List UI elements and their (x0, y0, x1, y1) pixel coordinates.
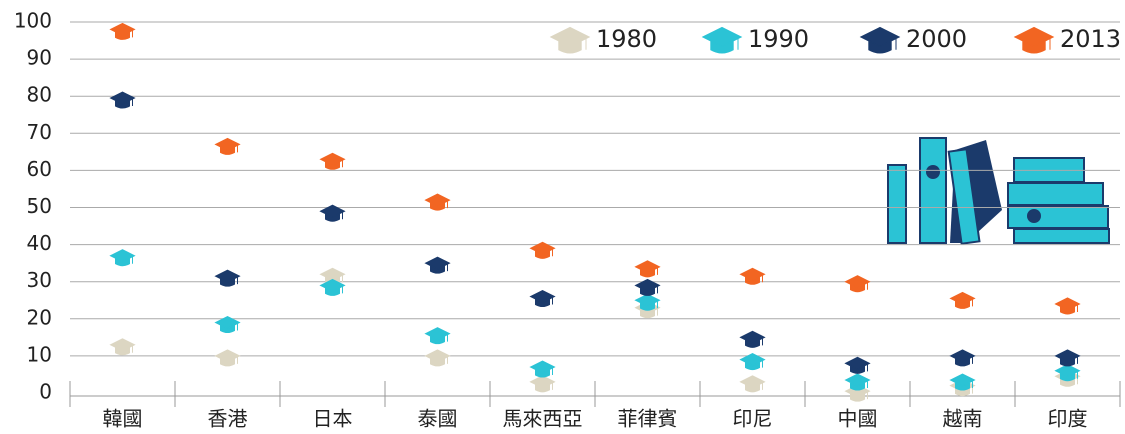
legend-icon (703, 27, 741, 53)
cap-marker (321, 153, 345, 169)
legend-label: 1980 (596, 25, 657, 53)
chart: 0 10 20 30 40 50 60 70 80 90 100 韓國 香港 日本 泰國 馬來西亞 菲律賓 印尼 中… (0, 0, 1125, 434)
cap-marker (216, 270, 240, 286)
cap-marker (111, 23, 135, 39)
x-tick-label: 印尼 (733, 407, 773, 431)
cap-marker (111, 339, 135, 355)
legend-icon (551, 27, 589, 53)
cap-marker (531, 376, 555, 392)
y-tick-label: 10 (27, 342, 52, 366)
y-tick-label: 30 (27, 268, 52, 292)
y-tick-label: 80 (27, 83, 52, 107)
cap-marker (111, 250, 135, 266)
x-tick-label: 香港 (208, 407, 248, 431)
x-tick-label: 日本 (313, 407, 353, 431)
cap-marker (741, 331, 765, 347)
cap-marker (951, 292, 975, 308)
cap-marker (951, 350, 975, 366)
legend-icon (1015, 27, 1053, 53)
cap-marker (531, 291, 555, 307)
legend-icon (861, 27, 899, 53)
books-illustration (888, 138, 1109, 244)
x-tick-label: 韓國 (103, 407, 143, 431)
cap-marker (636, 261, 660, 277)
x-tick-label: 馬來西亞 (503, 407, 583, 431)
cap-marker (846, 357, 870, 373)
legend-label: 2000 (906, 25, 967, 53)
cap-marker (426, 350, 450, 366)
y-tick-label: 40 (27, 231, 52, 255)
legend-label: 2013 (1060, 25, 1121, 53)
cap-marker (426, 257, 450, 273)
cap-marker (741, 376, 765, 392)
y-tick-label: 100 (14, 9, 52, 33)
y-tick-label: 70 (27, 120, 52, 144)
y-tick-label: 50 (27, 194, 52, 218)
cap-marker (531, 361, 555, 377)
y-tick-label: 60 (27, 157, 52, 181)
cap-marker (1056, 298, 1080, 314)
page: {"chart_data": {"type": "dot", "categori… (0, 0, 1125, 434)
cap-marker (846, 374, 870, 390)
cap-marker (846, 276, 870, 292)
legend: 1980 1990 2000 2013 (551, 25, 1121, 53)
x-tick-label: 印度 (1048, 407, 1088, 431)
y-tick-label: 90 (27, 46, 52, 70)
cap-marker (426, 328, 450, 344)
y-tick-label: 0 (39, 380, 52, 404)
cap-marker (216, 138, 240, 154)
cap-marker (111, 92, 135, 108)
x-tick-label: 泰國 (418, 407, 458, 431)
cap-marker (1056, 350, 1080, 366)
legend-label: 1990 (748, 25, 809, 53)
x-tick-label: 中國 (838, 407, 878, 431)
y-tick-label: 20 (27, 305, 52, 329)
x-tick-label: 越南 (943, 407, 983, 431)
x-tick-label: 菲律賓 (618, 407, 678, 431)
cap-marker (216, 350, 240, 366)
